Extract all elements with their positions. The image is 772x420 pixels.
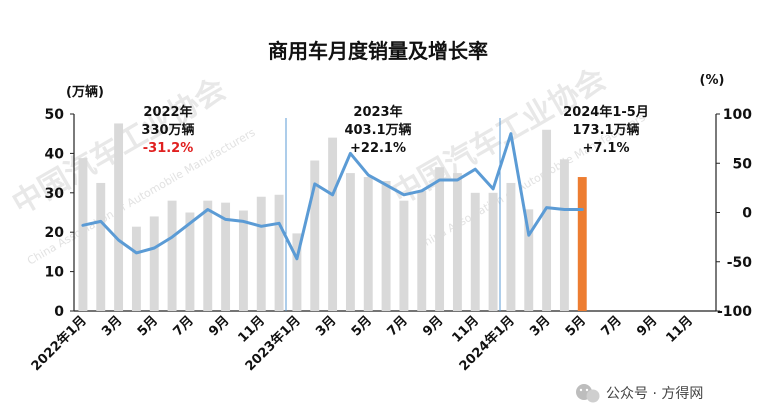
chart-title: 商用车月度销量及增长率 (268, 39, 488, 63)
bar (524, 209, 534, 311)
x-tick-label: 3月 (313, 313, 339, 339)
x-tick-label: 11月 (449, 313, 482, 346)
annotation-year: 2024年1-5月 (563, 104, 649, 120)
y-right-unit: (%) (700, 73, 725, 88)
year-dividers (285, 118, 501, 311)
y-left-tick-label: 40 (45, 146, 65, 162)
x-tick-label: 5月 (349, 313, 375, 339)
bars (78, 123, 587, 312)
year-annotations: 2022年 330万辆 -31.2% 2023年 403.1万辆 +22.1% 2024年1… (141, 104, 648, 156)
annotation-total: 173.1万辆 (572, 122, 639, 138)
bar (559, 159, 569, 311)
bar (221, 202, 231, 311)
y-left-tick-label: 20 (45, 225, 65, 241)
bar (131, 226, 141, 311)
growth-line-path (81, 132, 584, 261)
y-right-tick-label: 100 (723, 107, 752, 123)
bar (96, 182, 106, 311)
bar (381, 180, 391, 311)
annotation-total: 330万辆 (141, 122, 194, 138)
y-left-tick-label: 10 (45, 265, 65, 281)
bar (167, 200, 177, 311)
axes (70, 113, 720, 312)
y-right-tick-label: 50 (733, 156, 753, 172)
annotation-growth: +7.1% (583, 141, 630, 156)
bar (328, 137, 338, 311)
bar (310, 160, 320, 311)
footer-text: 公众号 · 方得网 (606, 385, 703, 402)
bar (78, 158, 88, 311)
y-right-tick-label: -100 (717, 304, 752, 320)
x-tick-label: 5月 (563, 313, 589, 339)
footer: 公众号 · 方得网 (576, 384, 703, 403)
bar (542, 129, 552, 311)
bar (435, 167, 445, 311)
x-tick-label: 11月 (235, 313, 268, 346)
bar (345, 173, 355, 311)
wechat-icon (576, 384, 600, 403)
bar (149, 216, 159, 311)
annotation-growth: -31.2% (143, 141, 194, 156)
x-tick-label: 2022年1月 (28, 313, 90, 375)
bar (417, 190, 427, 311)
x-tick-label: 7月 (171, 313, 197, 339)
bar (399, 200, 409, 311)
x-tick-label: 5月 (135, 313, 161, 339)
bar (488, 192, 498, 311)
y-tick-labels: 0 10 20 30 40 50 -100 -50 0 50 100 (45, 107, 753, 320)
y-left-tick-label: 50 (45, 107, 65, 123)
x-tick-label: 11月 (663, 313, 696, 346)
bar (203, 200, 213, 311)
bar-highlight (577, 177, 587, 311)
annotation-growth: +22.1% (350, 141, 406, 156)
x-tick-label: 7月 (385, 313, 411, 339)
bar (292, 233, 302, 311)
bar (452, 173, 462, 311)
bar (274, 194, 284, 311)
bar (363, 177, 373, 311)
y-left-tick-label: 30 (45, 186, 65, 202)
bar (256, 196, 266, 311)
y-right-tick-label: 0 (742, 206, 752, 222)
x-tick-label: 9月 (420, 313, 446, 339)
growth-line (81, 132, 584, 261)
y-left-unit: (万辆) (66, 84, 104, 100)
y-right-tick-label: -50 (727, 255, 753, 271)
x-tick-label: 9月 (206, 313, 232, 339)
bar (185, 212, 195, 311)
annotation-year: 2023年 (353, 104, 402, 120)
x-tick-label: 7月 (599, 313, 625, 339)
x-tick-label: 3月 (527, 313, 553, 339)
bar (114, 123, 124, 312)
x-tick-label: 9月 (634, 313, 660, 339)
x-tick-label: 3月 (99, 313, 125, 339)
bar (238, 210, 248, 311)
annotation-year: 2022年 (143, 104, 192, 120)
bar (470, 192, 480, 311)
bar (506, 182, 516, 311)
y-left-tick-label: 0 (54, 304, 64, 320)
annotation-total: 403.1万辆 (344, 122, 411, 138)
